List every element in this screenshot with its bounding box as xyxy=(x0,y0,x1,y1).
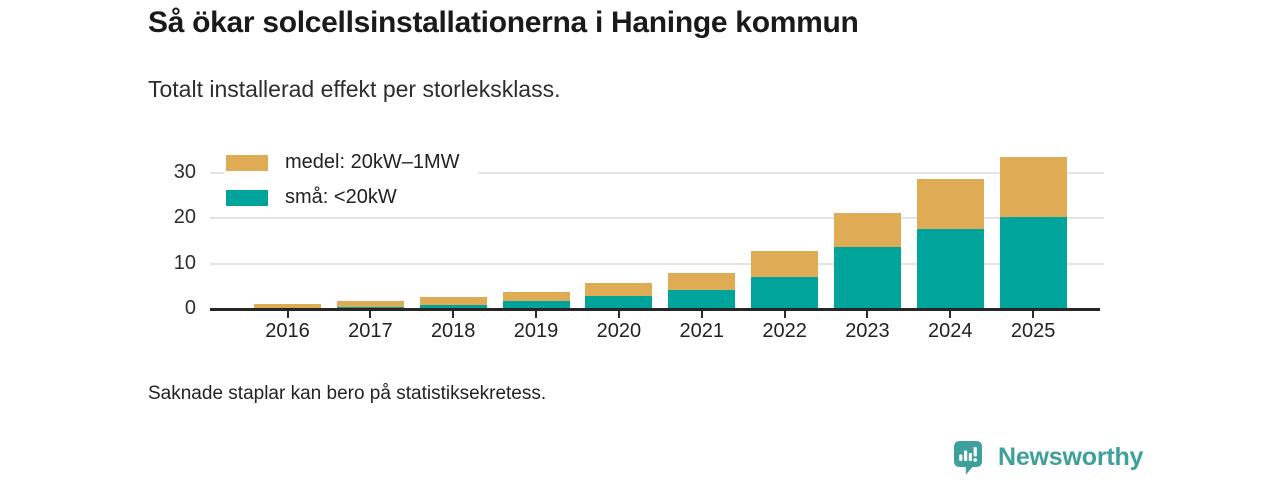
bar-segment-sma xyxy=(999,216,1067,309)
bar-segment-sma xyxy=(916,229,984,309)
bar-segment-medel xyxy=(502,291,570,301)
chart-title: Så ökar solcellsinstallationerna i Hanin… xyxy=(148,6,859,39)
y-axis-tick-label: 10 xyxy=(173,251,196,274)
x-axis-tick-label: 2018 xyxy=(430,320,476,342)
x-axis-tick xyxy=(452,311,455,318)
bar-segment-sma xyxy=(833,246,901,309)
chart-footnote: Saknade staplar kan bero på statistiksek… xyxy=(148,383,547,404)
bar-segment-medel xyxy=(419,297,487,305)
legend-item: medel: 20kW–1MW xyxy=(226,151,460,174)
bar-segment-medel xyxy=(916,179,984,230)
x-axis-tick-label: 2024 xyxy=(928,320,973,342)
x-axis-tick-label: 2017 xyxy=(348,320,393,342)
bar-segment-medel xyxy=(668,272,736,291)
bar-segment-medel xyxy=(999,156,1067,217)
x-axis-tick xyxy=(949,311,952,318)
bar-segment-sma xyxy=(751,277,819,309)
x-axis-tick-label: 2023 xyxy=(845,320,890,342)
legend-label: medel: 20kW–1MW xyxy=(285,151,460,173)
bar-segment-medel xyxy=(336,300,404,307)
legend-swatch-icon xyxy=(226,154,268,171)
bar-segment-medel xyxy=(833,213,901,247)
x-axis-tick-label: 2016 xyxy=(265,320,310,342)
x-axis-tick xyxy=(286,311,289,318)
bar-segment-sma xyxy=(336,306,404,309)
newsworthy-logo: Newsworthy xyxy=(953,440,1143,476)
x-axis-tick xyxy=(535,311,538,318)
bar-segment-sma xyxy=(419,304,487,309)
newsworthy-wordmark: Newsworthy xyxy=(998,443,1144,471)
x-axis-tick-label: 2025 xyxy=(1010,320,1056,342)
y-axis-tick-label: 20 xyxy=(173,206,196,229)
gridline-10 xyxy=(210,262,1104,265)
gridline-20 xyxy=(210,217,1104,220)
legend-swatch-icon xyxy=(226,189,268,206)
legend-item: små: <20kW xyxy=(226,186,460,209)
chart-subtitle: Totalt installerad effekt per storlekskl… xyxy=(148,76,561,102)
bar-segment-medel xyxy=(254,303,321,309)
bar-segment-medel xyxy=(585,283,653,296)
chart-legend: medel: 20kW–1MW små: <20kW xyxy=(224,149,478,211)
x-axis-tick-label: 2021 xyxy=(679,320,725,342)
bar-segment-sma xyxy=(502,300,570,309)
x-axis-tick xyxy=(783,311,786,318)
bar-segment-sma xyxy=(585,295,653,309)
x-axis-tick-label: 2019 xyxy=(513,320,559,342)
x-axis-tick xyxy=(866,311,869,318)
gridline-30 xyxy=(210,172,1104,174)
y-axis-tick-label: 30 xyxy=(173,161,196,183)
bar-chart-speech-bubble-icon xyxy=(954,441,982,475)
x-axis-tick-label: 2022 xyxy=(762,320,807,342)
x-axis-tick xyxy=(617,311,620,318)
x-axis-tick xyxy=(1032,311,1035,318)
x-axis-tick-label: 2020 xyxy=(596,320,642,342)
y-axis-tick-label: 0 xyxy=(184,297,196,319)
legend-label: små: <20kW xyxy=(285,186,397,208)
bar-segment-medel xyxy=(751,250,819,278)
x-axis-tick xyxy=(369,311,372,318)
bar-segment-sma xyxy=(668,290,736,309)
x-axis-tick xyxy=(700,311,703,318)
x-axis-line xyxy=(210,308,1100,311)
